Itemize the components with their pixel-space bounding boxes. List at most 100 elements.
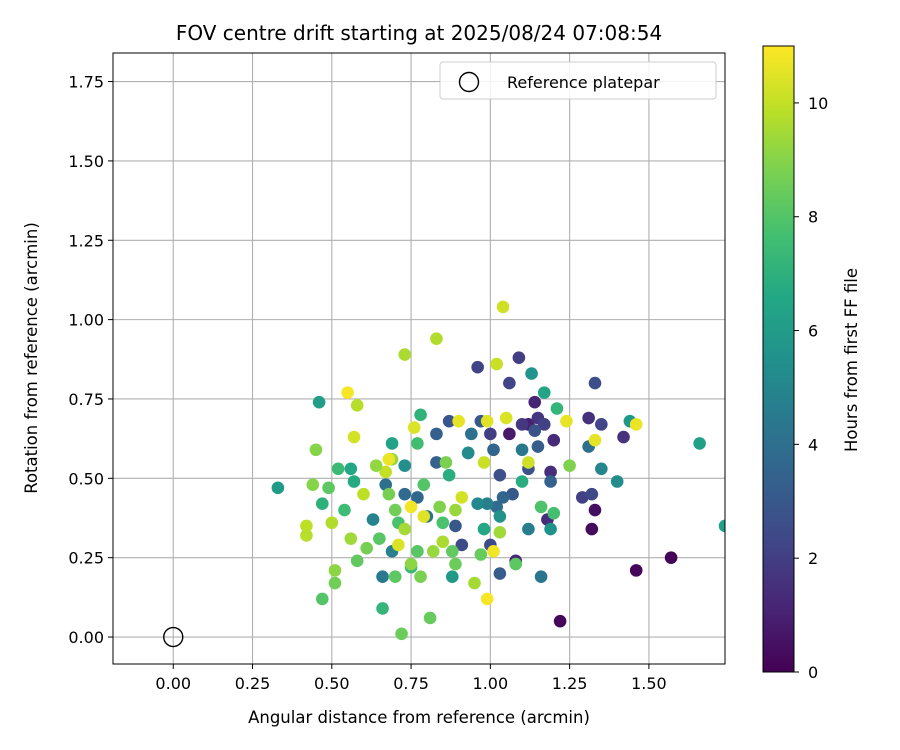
data-point: [515, 443, 529, 457]
data-point: [331, 462, 345, 476]
data-point: [347, 475, 361, 488]
legend-box: [439, 61, 717, 100]
data-point: [445, 570, 459, 584]
x-tick-label: 0.00: [155, 674, 191, 693]
data-point: [480, 592, 494, 606]
data-point: [442, 468, 456, 482]
y-tick-label: 0.50: [68, 469, 104, 488]
y-tick-label: 0.00: [68, 628, 104, 647]
y-tick-label: 1.50: [68, 152, 104, 171]
data-point: [595, 418, 608, 431]
data-point: [522, 456, 535, 469]
data-point: [392, 538, 405, 552]
data-point: [493, 468, 507, 482]
data-point: [528, 395, 542, 409]
data-point: [490, 357, 503, 371]
data-point: [629, 418, 643, 431]
data-point: [322, 481, 335, 495]
data-point: [468, 576, 481, 590]
y-tick-label: 1.75: [68, 73, 104, 92]
data-point: [411, 437, 424, 450]
x-tick-label: 1.50: [631, 674, 667, 693]
colorbar-tick-label: 8: [808, 208, 818, 227]
data-point: [471, 360, 484, 374]
data-point: [350, 399, 364, 412]
colorbar-tick-label: 6: [808, 322, 818, 341]
data-point: [315, 497, 329, 511]
data-point: [477, 522, 491, 536]
data-point: [433, 500, 446, 514]
data-point: [436, 516, 450, 530]
data-point: [449, 519, 462, 533]
data-point: [493, 510, 507, 523]
data-point: [487, 545, 500, 558]
data-point: [455, 491, 469, 504]
data-point: [404, 557, 418, 571]
x-tick-label: 0.25: [235, 674, 271, 693]
data-point: [506, 487, 519, 501]
data-point: [379, 478, 393, 491]
reference-platepar-marker: [163, 626, 184, 648]
data-point: [430, 427, 443, 441]
data-point: [525, 367, 538, 380]
data-point: [388, 503, 402, 517]
data-point: [379, 465, 393, 479]
data-point: [442, 414, 456, 428]
data-point: [366, 513, 380, 526]
data-point: [411, 491, 424, 504]
data-point: [436, 535, 450, 549]
data-point: [493, 525, 507, 539]
reference-marker: [163, 626, 184, 648]
data-point: [347, 430, 361, 444]
data-point: [515, 475, 529, 488]
data-point: [452, 414, 465, 428]
data-point: [449, 557, 462, 571]
data-point: [430, 332, 443, 345]
data-point: [388, 570, 402, 584]
data-point: [563, 459, 576, 472]
data-point: [576, 491, 589, 504]
data-point: [398, 487, 412, 501]
x-axis-label: Angular distance from reference (arcmin): [248, 708, 590, 727]
data-point: [417, 510, 431, 523]
data-point: [553, 614, 567, 628]
data-point: [341, 386, 354, 399]
x-axis-ticks: 0.00 0.25 0.50 0.75 1.00 1.25 1.50: [155, 664, 667, 693]
data-point: [499, 411, 513, 425]
data-point: [534, 500, 548, 514]
y-tick-label: 0.25: [68, 549, 104, 568]
data-point: [537, 386, 551, 399]
data-point: [718, 519, 725, 533]
data-point: [382, 452, 396, 466]
data-point: [544, 475, 557, 488]
data-point: [537, 418, 551, 431]
data-point: [426, 545, 440, 558]
data-point: [585, 522, 599, 536]
x-tick-label: 0.75: [393, 674, 429, 693]
data-point: [312, 395, 326, 409]
data-point: [398, 348, 412, 361]
data-point: [417, 478, 431, 491]
data-point: [585, 487, 599, 501]
data-point: [439, 456, 453, 469]
data-point: [404, 500, 418, 514]
data-point: [350, 554, 364, 568]
y-tick-label: 1.00: [68, 311, 104, 330]
data-point: [271, 481, 285, 495]
data-point: [471, 497, 484, 511]
data-point: [544, 522, 557, 536]
data-point: [398, 459, 412, 472]
data-point: [385, 437, 399, 450]
data-point: [629, 564, 643, 577]
data-point: [595, 462, 608, 476]
data-point: [490, 500, 503, 514]
data-point: [461, 446, 475, 460]
data-point: [369, 459, 383, 472]
data-point: [360, 541, 373, 555]
data-point: [407, 421, 421, 434]
colorbar-label: Hours from first FF file: [842, 268, 861, 452]
data-point: [376, 570, 389, 584]
colorbar-tick-label: 4: [808, 435, 818, 454]
data-point: [309, 443, 323, 457]
